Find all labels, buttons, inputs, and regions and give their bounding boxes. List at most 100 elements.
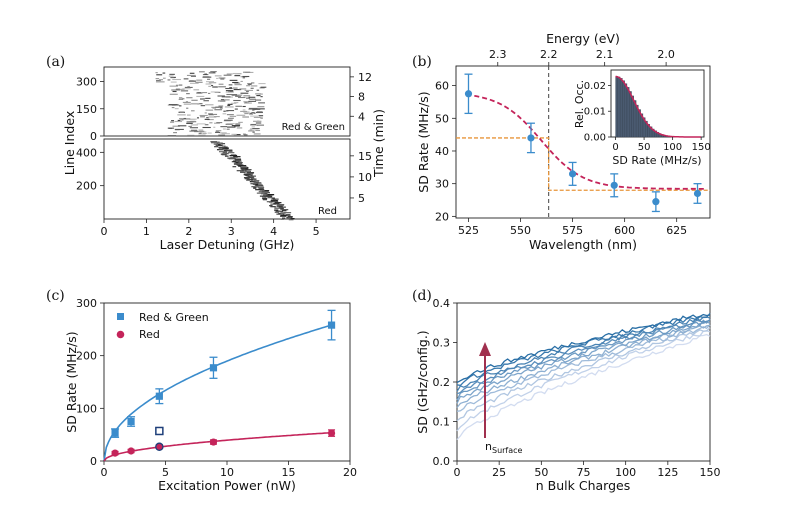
heatmap-top-line xyxy=(186,74,196,76)
heatmap-top-line xyxy=(239,88,247,90)
heatmap-top-line xyxy=(260,117,263,119)
heatmap-bottom-line xyxy=(259,188,263,190)
legend-red-label: Red xyxy=(139,328,160,341)
heatmap-top-line xyxy=(248,96,256,98)
heatmap-top-line xyxy=(244,102,252,104)
heatmap-top-line xyxy=(187,134,195,136)
heatmap-top-line xyxy=(198,134,206,136)
heatmap-bottom-right-ticks: 5 10 15 xyxy=(350,150,372,205)
heatmap-top-line xyxy=(191,129,198,131)
heatmap-bottom-line xyxy=(244,174,253,176)
heatmap-bottom-line xyxy=(243,173,251,175)
heatmap-top-line xyxy=(155,81,165,83)
heatmap-bottom-line xyxy=(267,194,275,196)
heatmap-top-line xyxy=(186,107,189,109)
heatmap-top-line xyxy=(214,109,223,111)
heatmap-top-line xyxy=(167,135,177,137)
heatmap-top-line xyxy=(222,128,226,130)
heatmap-top-line xyxy=(198,132,202,134)
heatmap-top-right-tick-label: 12 xyxy=(358,71,372,84)
heatmap-bottom-line xyxy=(232,160,240,162)
heatmap-top-line xyxy=(252,131,255,133)
inset-bar xyxy=(626,87,630,138)
heatmap-bottom-line xyxy=(262,196,267,198)
heatmap-bottom-line xyxy=(240,165,247,167)
heatmap-top-line xyxy=(205,83,212,85)
heatmap-bottom-line xyxy=(280,218,284,220)
heatmap-bottom-line xyxy=(256,192,265,194)
heatmap-top-line xyxy=(231,94,238,96)
heatmap-top-line xyxy=(219,132,227,134)
heatmap-top-line xyxy=(228,91,233,93)
heatmap-top-line xyxy=(243,71,251,73)
heatmap-top-line xyxy=(251,112,255,114)
heatmap-top-line xyxy=(218,77,226,79)
heatmap-top-line xyxy=(180,90,189,92)
heatmap-top-line xyxy=(200,105,206,107)
heatmap-top-line xyxy=(178,97,183,99)
heatmap-top-line xyxy=(246,97,250,99)
plot-d-ylabel: SD (GHz/config.) xyxy=(415,330,430,433)
heatmap-bottom-line xyxy=(247,179,253,181)
heatmap-top-line xyxy=(198,130,205,132)
heatmap-top-line xyxy=(226,128,230,130)
plot-b-xtick-label: 575 xyxy=(562,224,583,237)
heatmap-bottom-line xyxy=(218,147,226,149)
inset-ylabel: Rel. Occ. xyxy=(573,80,586,128)
plot-c-point-red xyxy=(111,449,119,457)
inset-bar xyxy=(631,95,634,138)
heatmap-top-line xyxy=(248,100,257,102)
heatmap-top-line xyxy=(208,72,216,74)
heatmap-bottom-line xyxy=(243,177,252,179)
heatmap-bottom-line xyxy=(246,172,255,174)
heatmap-top-line xyxy=(189,80,194,82)
heatmap-top-line xyxy=(155,78,160,80)
heatmap-bottom-label: Red xyxy=(318,206,337,217)
heatmap-top-line xyxy=(202,92,208,94)
heatmap-top-line xyxy=(226,114,234,116)
heatmap-bottom-line xyxy=(251,186,259,188)
heatmap-xlabel: Laser Detuning (GHz) xyxy=(160,237,295,252)
heatmap-top-line xyxy=(186,122,193,124)
heatmap-top-line xyxy=(233,89,242,91)
heatmap-top-line xyxy=(243,111,250,113)
heatmap-top-line xyxy=(208,116,217,118)
plot-d-series-line xyxy=(456,330,711,432)
heatmap-top-line xyxy=(256,95,261,97)
heatmap-bottom-line xyxy=(261,190,270,192)
heatmap-top-line xyxy=(204,124,209,126)
heatmap-top-line xyxy=(189,72,195,74)
heatmap-bottom-line xyxy=(232,166,237,168)
heatmap-top-line xyxy=(253,116,262,118)
inset-xtick-label: 50 xyxy=(638,142,651,153)
heatmap-top-line xyxy=(256,124,265,126)
heatmap-top-line xyxy=(172,78,182,81)
heatmap-top-line xyxy=(179,118,183,120)
heatmap-top-line xyxy=(255,99,262,101)
heatmap-top-line xyxy=(200,116,205,118)
plot-d-xtick-label: 25 xyxy=(492,466,506,479)
heatmap-top-line xyxy=(242,75,250,78)
heatmap-bottom-line xyxy=(274,202,282,204)
heatmap-top-line xyxy=(250,123,257,126)
plot-d-xtick-label: 75 xyxy=(577,466,591,479)
heatmap-top-line xyxy=(183,78,189,80)
heatmap-top-line xyxy=(250,85,258,87)
heatmap-top-line xyxy=(220,99,225,101)
heatmap-top-line xyxy=(177,114,186,116)
heatmap-top-line xyxy=(202,126,211,129)
heatmap-top-line xyxy=(188,125,192,127)
heatmap-top-line xyxy=(213,126,216,128)
plot-b-step-line xyxy=(456,137,710,191)
heatmap-top-line xyxy=(229,115,237,117)
heatmap-bottom-line xyxy=(247,176,251,178)
legend: Red & Green Red xyxy=(116,311,209,341)
heatmap-bottom-line xyxy=(238,163,243,165)
heatmap-bottom-line xyxy=(287,216,293,218)
heatmap-top-line xyxy=(237,96,246,99)
plot-c-point-red-green xyxy=(209,364,218,372)
heatmap-top-line xyxy=(162,77,166,79)
plot-c-ylabel: SD Rate (MHz/s) xyxy=(64,331,79,432)
heatmap-bottom-line xyxy=(221,143,226,145)
